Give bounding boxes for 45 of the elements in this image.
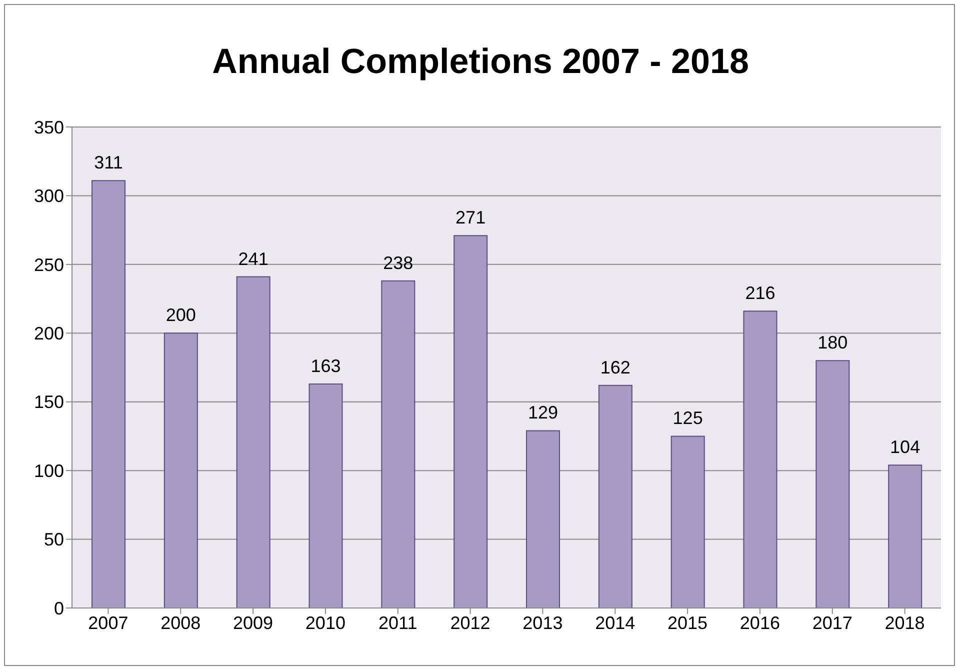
bar bbox=[308, 383, 343, 608]
y-tick-label: 50 bbox=[44, 530, 64, 550]
x-tick-label: 2008 bbox=[160, 612, 201, 633]
x-tick-label: 2007 bbox=[88, 612, 128, 633]
chart-title: Annual Completions 2007 - 2018 bbox=[211, 42, 750, 82]
y-tick-label: 0 bbox=[54, 598, 64, 618]
x-tick-label: 2010 bbox=[305, 612, 346, 633]
x-tick-label: 2013 bbox=[522, 612, 563, 633]
x-tick-label: 2014 bbox=[595, 612, 636, 633]
bar bbox=[236, 276, 270, 608]
bar bbox=[92, 180, 126, 608]
x-tick-label: 2015 bbox=[668, 612, 708, 633]
data-label: 104 bbox=[890, 437, 920, 458]
data-label: 162 bbox=[600, 357, 630, 378]
data-label: 180 bbox=[818, 332, 848, 353]
x-tick-label: 2012 bbox=[450, 612, 490, 633]
bar bbox=[816, 360, 850, 608]
data-label: 163 bbox=[310, 356, 341, 376]
x-tick-label: 2011 bbox=[378, 612, 418, 633]
bar bbox=[164, 332, 198, 608]
y-tick-label: 100 bbox=[34, 460, 64, 481]
bar bbox=[670, 436, 705, 608]
bar bbox=[598, 384, 632, 608]
bar bbox=[454, 235, 488, 608]
data-label: 129 bbox=[528, 402, 558, 423]
bar bbox=[888, 464, 922, 608]
y-tick-label: 250 bbox=[34, 254, 64, 275]
data-label: 125 bbox=[672, 408, 703, 428]
data-label: 241 bbox=[238, 248, 268, 269]
data-label: 200 bbox=[166, 305, 196, 326]
y-tick-label: 200 bbox=[34, 324, 64, 344]
bar bbox=[526, 430, 560, 608]
data-label: 216 bbox=[745, 283, 776, 304]
data-label: 311 bbox=[94, 152, 123, 173]
y-tick-label: 300 bbox=[34, 186, 64, 206]
x-tick-label: 2017 bbox=[812, 612, 852, 633]
bar bbox=[743, 310, 778, 608]
y-tick-label: 150 bbox=[34, 392, 64, 412]
y-tick-label: 350 bbox=[34, 117, 64, 138]
x-tick-label: 2018 bbox=[884, 612, 925, 633]
x-tick-label: 2009 bbox=[233, 612, 274, 633]
data-label: 271 bbox=[456, 208, 486, 228]
data-label: 238 bbox=[383, 252, 414, 273]
bar bbox=[381, 280, 416, 608]
x-tick-label: 2016 bbox=[740, 612, 780, 633]
